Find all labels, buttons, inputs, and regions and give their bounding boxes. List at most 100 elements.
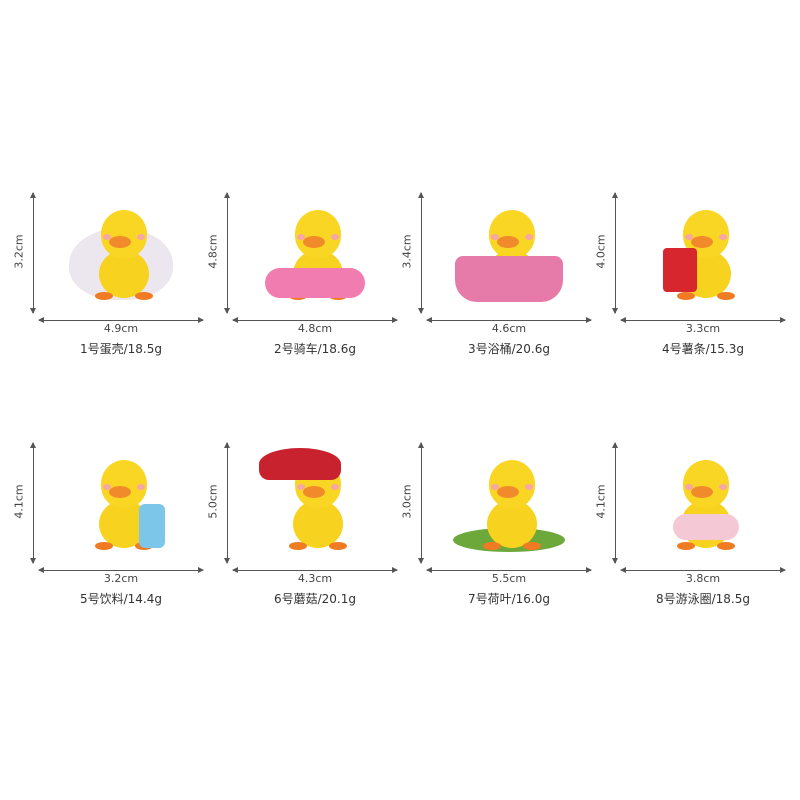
width-label: 4.6cm — [491, 322, 527, 335]
product-card: 4.1cm 3.8cm 8号游泳圈/18.5g — [595, 442, 797, 623]
height-dimension-arrow — [418, 442, 424, 564]
height-label: 5.0cm — [206, 484, 220, 519]
duck-cheek — [137, 484, 145, 490]
duck-figurine-image — [643, 198, 763, 308]
product-card: 3.2cm 4.9cm 1号蛋壳/18.5g — [13, 192, 215, 373]
duck-foot — [483, 542, 501, 550]
duck-cheek — [685, 234, 693, 240]
duck-body — [487, 500, 537, 548]
width-label: 5.5cm — [491, 572, 527, 585]
product-card: 5.0cm 4.3cm 6号蘑菇/20.1g — [207, 442, 409, 623]
product-name-weight: 2号骑车/18.6g — [273, 342, 356, 356]
duck-beak — [303, 236, 325, 248]
duck-figurine-image — [449, 198, 569, 308]
duck-figurine-image — [255, 448, 375, 558]
product-card: 3.0cm 5.5cm 7号荷叶/16.0g — [401, 442, 603, 623]
duck-beak — [691, 486, 713, 498]
duck-body — [99, 250, 149, 298]
duck-cheek — [331, 484, 339, 490]
duck-cheek — [103, 234, 111, 240]
product-name-weight: 7号荷叶/16.0g — [467, 592, 550, 606]
width-label: 3.2cm — [103, 572, 139, 585]
duck-foot — [95, 292, 113, 300]
duck-cheek — [491, 234, 499, 240]
duck-cheek — [525, 234, 533, 240]
swim-ring-accessory — [673, 514, 739, 540]
product-card: 4.8cm 4.8cm 2号骑车/18.6g — [207, 192, 409, 373]
duck-foot — [289, 542, 307, 550]
height-label: 3.4cm — [400, 234, 414, 269]
duck-cheek — [297, 484, 305, 490]
height-label: 4.0cm — [594, 234, 608, 269]
product-name-weight: 3号浴桶/20.6g — [467, 342, 550, 356]
width-label: 3.3cm — [685, 322, 721, 335]
duck-cheek — [297, 234, 305, 240]
width-dimension-arrow — [620, 317, 786, 323]
duck-figurine-image — [643, 448, 763, 558]
bathtub-accessory — [455, 256, 563, 302]
duck-cheek — [491, 484, 499, 490]
width-label: 4.3cm — [297, 572, 333, 585]
product-name-weight: 1号蛋壳/18.5g — [79, 342, 162, 356]
width-dimension-arrow — [38, 567, 204, 573]
height-dimension-arrow — [30, 192, 36, 314]
mushroom-accessory — [259, 448, 341, 480]
height-dimension-arrow — [224, 442, 230, 564]
duck-cheek — [103, 484, 111, 490]
product-card: 3.4cm 4.6cm 3号浴桶/20.6g — [401, 192, 603, 373]
fries-accessory — [663, 248, 697, 292]
duck-foot — [135, 292, 153, 300]
product-name-weight: 6号蘑菇/20.1g — [273, 592, 356, 606]
height-dimension-arrow — [30, 442, 36, 564]
duck-cheek — [719, 484, 727, 490]
width-dimension-arrow — [426, 317, 592, 323]
width-dimension-arrow — [426, 567, 592, 573]
product-card: 4.1cm 3.2cm 5号饮料/14.4g — [13, 442, 215, 623]
duck-beak — [109, 236, 131, 248]
duck-cheek — [331, 234, 339, 240]
height-label: 4.1cm — [12, 484, 26, 519]
width-dimension-arrow — [38, 317, 204, 323]
product-name-weight: 5号饮料/14.4g — [79, 592, 162, 606]
height-label: 4.1cm — [594, 484, 608, 519]
height-dimension-arrow — [224, 192, 230, 314]
product-name-weight: 8号游泳圈/18.5g — [655, 592, 750, 606]
duck-figurine-image — [61, 448, 181, 558]
duck-foot — [677, 292, 695, 300]
width-dimension-arrow — [232, 317, 398, 323]
duck-beak — [497, 486, 519, 498]
height-label: 4.8cm — [206, 234, 220, 269]
duck-figurine-image — [449, 448, 569, 558]
duck-cheek — [525, 484, 533, 490]
height-label: 3.2cm — [12, 234, 26, 269]
width-label: 4.8cm — [297, 322, 333, 335]
duck-figurine-image — [255, 198, 375, 308]
duck-foot — [717, 292, 735, 300]
duck-foot — [329, 542, 347, 550]
duck-foot — [523, 542, 541, 550]
duck-beak — [109, 486, 131, 498]
product-card: 4.0cm 3.3cm 4号薯条/15.3g — [595, 192, 797, 373]
bottle-accessory — [139, 504, 165, 548]
height-dimension-arrow — [612, 442, 618, 564]
duck-body — [293, 500, 343, 548]
duck-foot — [677, 542, 695, 550]
duck-beak — [303, 486, 325, 498]
height-label: 3.0cm — [400, 484, 414, 519]
duck-cheek — [685, 484, 693, 490]
width-dimension-arrow — [620, 567, 786, 573]
width-dimension-arrow — [232, 567, 398, 573]
duck-beak — [691, 236, 713, 248]
duck-foot — [95, 542, 113, 550]
duck-cheek — [137, 234, 145, 240]
duck-beak — [497, 236, 519, 248]
width-label: 4.9cm — [103, 322, 139, 335]
duck-figurine-image — [61, 198, 181, 308]
duck-foot — [717, 542, 735, 550]
height-dimension-arrow — [418, 192, 424, 314]
width-label: 3.8cm — [685, 572, 721, 585]
scooter-accessory — [265, 268, 365, 298]
duck-cheek — [719, 234, 727, 240]
height-dimension-arrow — [612, 192, 618, 314]
product-name-weight: 4号薯条/15.3g — [661, 342, 744, 356]
